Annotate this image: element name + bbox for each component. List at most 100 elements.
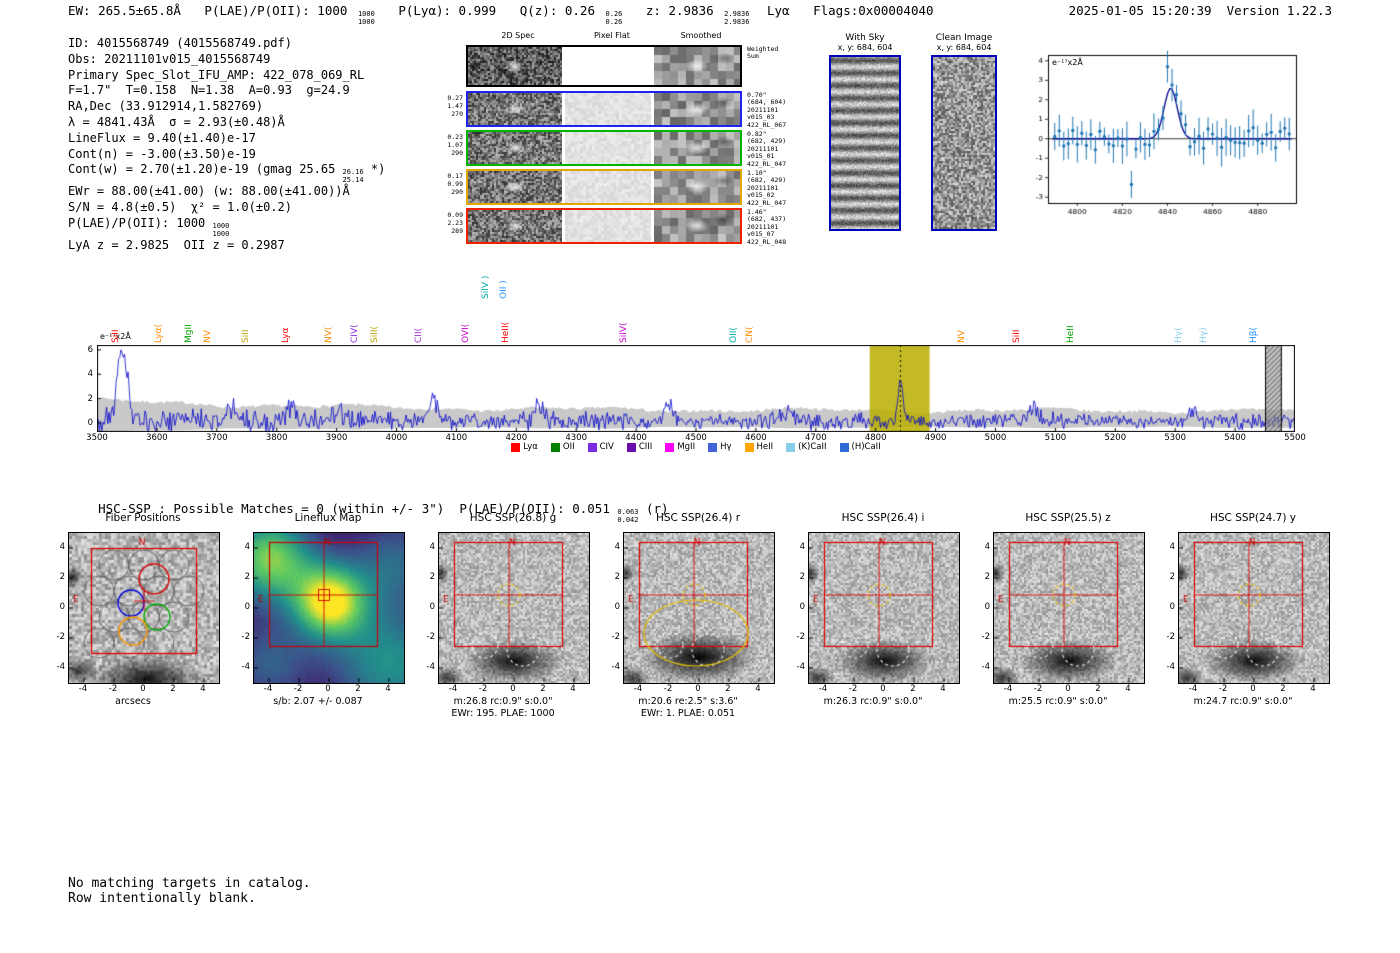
cutout-title: HSC SSP(24.7) y	[1209, 512, 1296, 524]
qz-top: 0.26	[605, 10, 623, 18]
spec2d-row	[466, 45, 742, 87]
cutout-x-tick: -4	[818, 684, 828, 694]
x-tick-label: 4600	[745, 433, 767, 443]
legend-label: (H)CaII	[851, 442, 881, 452]
cutout-caption: m:20.6 re:2.5" s:3.6"	[638, 696, 738, 707]
z-range: 2.9836 2.9836	[724, 10, 750, 26]
full-spectrum-canvas	[97, 345, 1295, 432]
spec2d-row	[466, 169, 742, 205]
cutout-panel: HSC SSP(26.4) r 4 2 0 -2 -4 -4 -2 0 2 4 m:20.6 re:2…	[599, 510, 777, 725]
cutout-x-tick: 0	[1250, 684, 1256, 694]
cutout-x-tick: -2	[663, 684, 673, 694]
emission-line-label: Lyα(	[153, 324, 164, 343]
qz-summary: Q(z): 0.26	[519, 3, 595, 18]
cutout-caption: m:26.8 rc:0.9" s:0.0"	[453, 696, 553, 707]
info-line: EWr = 88.00(±41.00) (w: 88.00(±41.00))Å	[68, 184, 350, 199]
legend-item: CIII	[626, 442, 653, 452]
z-bottom: 2.9836	[724, 17, 750, 26]
cutout-panel: Lineflux Map 4 2 0 -2 -4 -4 -2 0 2 4 s/b: 2.07 +/- …	[229, 510, 407, 725]
pixelflat-image	[565, 210, 651, 242]
cutout-x-tick: -2	[1218, 684, 1228, 694]
plae-poii-summary: P(LAE)/P(OII): 1000	[204, 3, 348, 18]
legend-label: CIII	[638, 442, 653, 452]
z-top: 2.9836	[724, 10, 750, 18]
emission-line-label: NV	[957, 330, 968, 343]
plae-poii-range: 1000 1000	[358, 10, 375, 26]
cutout-caption: s/b: 2.07 +/- 0.087	[273, 696, 363, 707]
cutout-y-tick: -2	[796, 632, 805, 642]
legend-swatch	[839, 442, 849, 452]
emission-line-label: Lyα	[280, 327, 291, 343]
emission-line-label: Hγ(	[1173, 327, 1184, 343]
x-tick-label: 4400	[625, 433, 647, 443]
cutout-panel: HSC SSP(25.5) z 4 2 0 -2 -4 -4 -2 0 2 4 m:25.5 rc:0…	[969, 510, 1147, 725]
line-type: Lyα	[767, 3, 790, 18]
x-tick-label: 5000	[984, 433, 1007, 443]
info-line: P(LAE)/P(OII): 1000 1000 1000	[68, 216, 385, 238]
cutout-title: Fiber Positions	[105, 512, 181, 524]
spec2d-row	[466, 91, 742, 127]
x-tick-label: 3800	[265, 433, 288, 443]
cutout-x-tick: -4	[1188, 684, 1198, 694]
info-line-text: P(LAE)/P(OII): 1000	[68, 216, 213, 231]
legend-label: Lyα	[523, 442, 538, 452]
x-tick-label: 5100	[1044, 433, 1067, 443]
smoothed-image	[654, 47, 740, 85]
footer-note-1: No matching targets in catalog.	[68, 876, 311, 891]
x-tick-label: 5400	[1224, 433, 1246, 443]
hsc-cutout-image	[1178, 532, 1330, 684]
cutout-x-tick: -4	[448, 684, 458, 694]
cutout-row: Fiber Positions 4 2 0 -2 -4 -4 -2 0 2 4 arcsecs Line…	[0, 510, 1400, 725]
emission-line-label: SiII	[1011, 329, 1022, 343]
y-tick-label: 0	[87, 417, 93, 428]
flags-value: Flags:0x00004040	[813, 3, 934, 18]
cutout-x-tick: 4	[570, 684, 576, 694]
info-line: LyA z = 2.9825 OII z = 0.2987	[68, 238, 285, 253]
with-sky-stamp: With Sky x, y: 684, 604	[829, 33, 901, 231]
plya-summary: P(Lyα): 0.999	[398, 3, 497, 18]
full-spectrum-plot: e⁻¹⁷x2Å 3500 3600 3700 3800 3900 4000 4100 4200…	[60, 270, 1340, 475]
cutout-y-tick: -4	[426, 662, 435, 672]
hsc-plae-bottom: 0.042	[617, 515, 639, 524]
pixelflat-image	[565, 47, 651, 85]
cutout-x-tick: 2	[355, 684, 361, 694]
emission-line-label: CIV(	[349, 324, 360, 343]
cutout-y-tick: 4	[1169, 542, 1175, 552]
emission-line-label: OII )	[498, 280, 509, 299]
spec2d-row	[466, 208, 742, 244]
emission-line-label: OVI(	[461, 323, 472, 343]
cutout-x-tick: -2	[478, 684, 488, 694]
emission-line-label: HeII(	[501, 321, 512, 343]
cutout-x-tick: 4	[385, 684, 391, 694]
cutout-caption2: EWr: 195. PLAE: 1000	[451, 708, 555, 719]
legend-item: OII	[550, 442, 575, 452]
spec2d-image	[468, 210, 562, 242]
x-tick-label: 5300	[1164, 433, 1186, 443]
legend-swatch	[786, 442, 796, 452]
line-fit-ylabel: e⁻¹⁷x2Å	[1052, 58, 1083, 67]
cutout-y-tick: -2	[611, 632, 620, 642]
info-line: RA,Dec (33.912914,1.582769)	[68, 99, 264, 114]
line-fit-plot: e⁻¹⁷x2Å	[1020, 45, 1310, 240]
cutout-y-tick: 0	[614, 602, 620, 612]
cutout-panel: Fiber Positions 4 2 0 -2 -4 -4 -2 0 2 4 arcsecs	[44, 510, 222, 725]
cutout-x-tick: 2	[725, 684, 731, 694]
cutout-x-tick: -4	[1003, 684, 1013, 694]
spec2d-image	[468, 171, 562, 203]
cutout-y-tick: 0	[1169, 602, 1175, 612]
info-line: Primary Spec_Slot_IFU_AMP: 422_078_069_R…	[68, 67, 365, 82]
cutout-y-tick: -2	[56, 632, 65, 642]
cutout-x-tick: -4	[263, 684, 273, 694]
cutout-y-tick: 2	[984, 572, 990, 582]
legend-swatch	[550, 442, 560, 452]
with-sky-coords: x, y: 684, 604	[837, 43, 893, 52]
hsc-cutout-image	[993, 532, 1145, 684]
cutout-caption: m:25.5 rc:0.9" s:0.0"	[1008, 696, 1108, 707]
legend-item: CIV	[587, 442, 614, 452]
cutout-y-tick: 0	[59, 602, 65, 612]
legend-swatch	[626, 442, 636, 452]
ew-summary: EW: 265.5±65.8Å	[68, 3, 181, 18]
info-line-text: *)	[363, 162, 386, 177]
x-tick-label: 5200	[1104, 433, 1127, 443]
cutout-y-tick: 4	[614, 542, 620, 552]
